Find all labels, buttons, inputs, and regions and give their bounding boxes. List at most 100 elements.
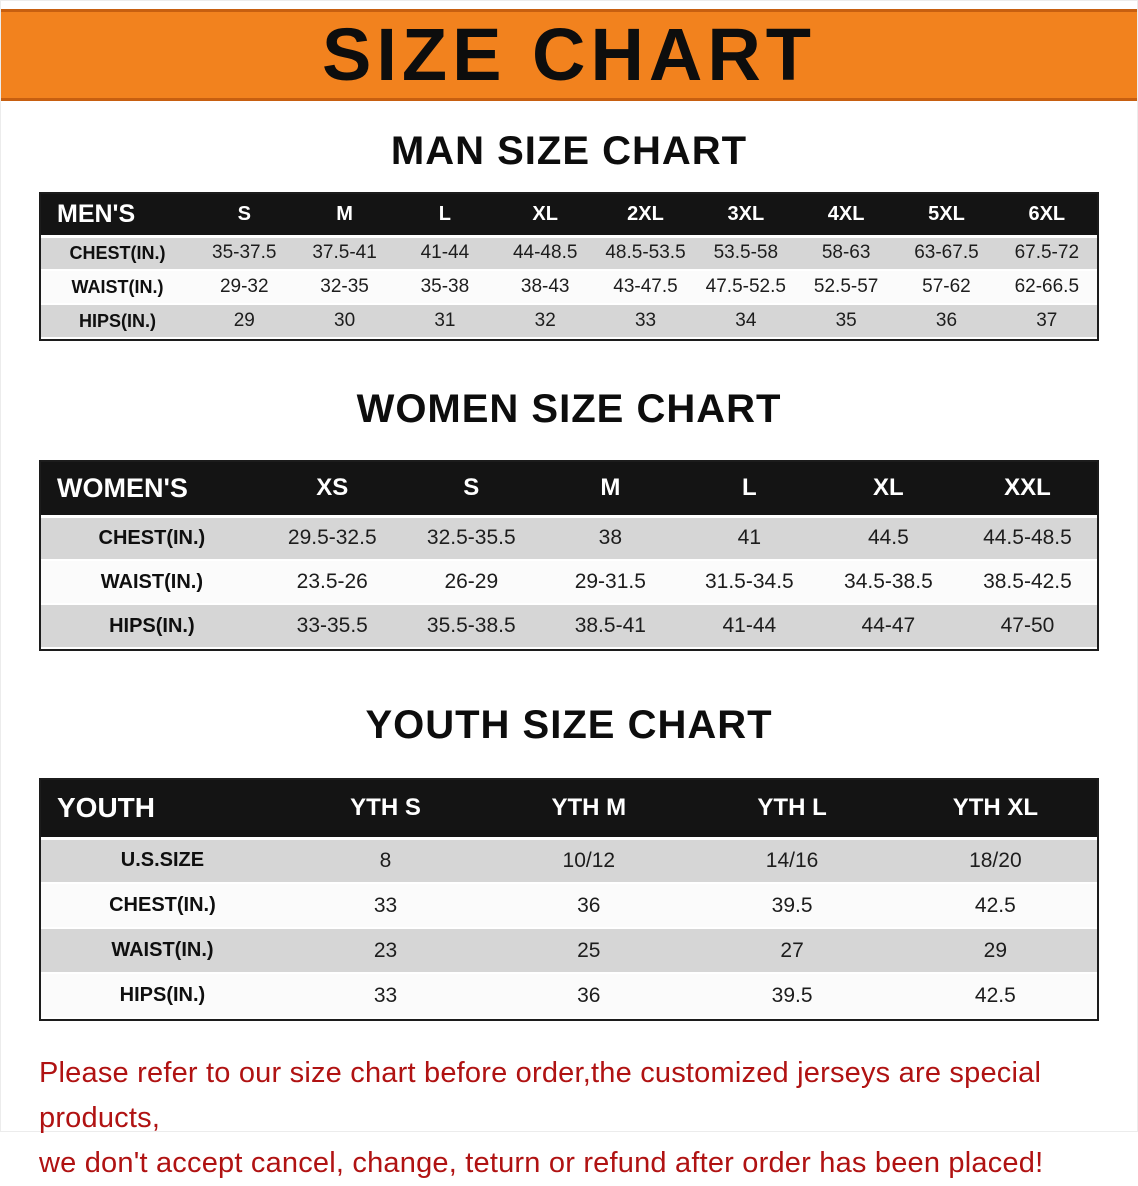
youth-section-heading: YOUTH SIZE CHART <box>365 703 773 747</box>
table-row: WAIST(IN.) 29-32 32-35 35-38 38-43 43-47.5 47.… <box>41 270 1097 305</box>
value-cell: 8 <box>283 838 488 884</box>
notice-line-1: Please refer to our size chart before or… <box>39 1057 1042 1134</box>
size-header-cell: XXL <box>957 462 1097 518</box>
table-row: CHEST(IN.) 29.5-32.5 32.5-35.5 38 41 44.5 44.5… <box>41 516 1097 561</box>
men-table-frame: MEN'S S M L XL 2XL 3XL 4XL 5XL 6XL CHEST(IN.) 35-37… <box>39 192 1099 341</box>
table-row: CHEST(IN.) 33 36 39.5 42.5 <box>41 883 1097 929</box>
row-label-cell: U.S.SIZE <box>41 838 284 884</box>
women-section-heading: WOMEN SIZE CHART <box>356 387 782 431</box>
table-title-cell: YOUTH <box>41 780 284 840</box>
value-cell: 29.5-32.5 <box>262 516 402 561</box>
row-label-cell: WAIST(IN.) <box>41 270 195 305</box>
value-cell: 48.5-53.5 <box>595 236 696 271</box>
value-cell: 26-29 <box>401 560 541 605</box>
size-header-cell: YTH S <box>283 780 488 840</box>
value-cell: 18/20 <box>893 838 1097 884</box>
size-header-cell: M <box>540 462 680 518</box>
value-cell: 42.5 <box>893 973 1097 1019</box>
value-cell: 36 <box>896 304 997 339</box>
value-cell: 39.5 <box>690 973 894 1019</box>
table-row: CHEST(IN.) 35-37.5 37.5-41 41-44 44-48.5 48.5… <box>41 236 1097 271</box>
men-size-section: MAN SIZE CHART MEN'S S M L XL 2XL 3XL 4XL 5XL 6XL… <box>1 129 1137 341</box>
value-cell: 67.5-72 <box>996 236 1097 271</box>
value-cell: 41 <box>679 516 819 561</box>
youth-table-frame: YOUTH YTH S YTH M YTH L YTH XL U.S.SIZE 8 10/12… <box>39 778 1099 1021</box>
value-cell: 23.5-26 <box>262 560 402 605</box>
size-header-cell: YTH L <box>690 780 894 840</box>
women-size-section: WOMEN SIZE CHART WOMEN'S XS S M L XL XXL CHEST(… <box>1 387 1137 651</box>
table-row: U.S.SIZE 8 10/12 14/16 18/20 <box>41 838 1097 884</box>
size-header-cell: YTH XL <box>893 780 1097 840</box>
table-row: WAIST(IN.) 23 25 27 29 <box>41 928 1097 974</box>
value-cell: 38 <box>540 516 680 561</box>
value-cell: 41-44 <box>394 236 496 271</box>
size-header-cell: L <box>394 194 496 238</box>
value-cell: 36 <box>487 883 691 929</box>
size-header-cell: 3XL <box>695 194 796 238</box>
value-cell: 47-50 <box>957 604 1097 649</box>
row-label-cell: CHEST(IN.) <box>41 236 195 271</box>
size-header-cell: XL <box>495 194 596 238</box>
value-cell: 37 <box>996 304 1097 339</box>
size-header-cell: YTH M <box>487 780 691 840</box>
value-cell: 38.5-41 <box>540 604 680 649</box>
value-cell: 38.5-42.5 <box>957 560 1097 605</box>
mens-size-table: MEN'S S M L XL 2XL 3XL 4XL 5XL 6XL CHEST(IN.) 35-37… <box>41 194 1097 339</box>
value-cell: 29 <box>893 928 1097 974</box>
value-cell: 31 <box>394 304 496 339</box>
row-label-cell: WAIST(IN.) <box>41 560 263 605</box>
value-cell: 47.5-52.5 <box>695 270 796 305</box>
value-cell: 39.5 <box>690 883 894 929</box>
value-cell: 35-37.5 <box>194 236 295 271</box>
value-cell: 37.5-41 <box>294 236 395 271</box>
value-cell: 41-44 <box>679 604 819 649</box>
value-cell: 29 <box>194 304 295 339</box>
row-label-cell: HIPS(IN.) <box>41 973 284 1019</box>
value-cell: 35-38 <box>394 270 496 305</box>
row-label-cell: CHEST(IN.) <box>41 516 263 561</box>
row-label-cell: CHEST(IN.) <box>41 883 284 929</box>
page-title: SIZE CHART <box>322 13 816 96</box>
size-header-cell: S <box>401 462 541 518</box>
value-cell: 63-67.5 <box>896 236 997 271</box>
value-cell: 52.5-57 <box>795 270 897 305</box>
table-row: HIPS(IN.) 33 36 39.5 42.5 <box>41 973 1097 1019</box>
table-header-row: YOUTH YTH S YTH M YTH L YTH XL <box>41 780 1097 840</box>
value-cell: 35.5-38.5 <box>401 604 541 649</box>
value-cell: 44.5 <box>818 516 958 561</box>
size-chart-page: SIZE CHART MAN SIZE CHART MEN'S S M L XL 2XL 3… <box>1 9 1137 1186</box>
value-cell: 14/16 <box>690 838 894 884</box>
value-cell: 34.5-38.5 <box>818 560 958 605</box>
size-header-cell: L <box>679 462 819 518</box>
table-row: WAIST(IN.) 23.5-26 26-29 29-31.5 31.5-34.5 34… <box>41 560 1097 605</box>
womens-size-table: WOMEN'S XS S M L XL XXL CHEST(IN.) 29.5-32.5 32.5… <box>41 462 1097 649</box>
size-header-cell: M <box>294 194 395 238</box>
table-row: HIPS(IN.) 29 30 31 32 33 34 35 36 37 <box>41 304 1097 339</box>
value-cell: 42.5 <box>893 883 1097 929</box>
row-label-cell: HIPS(IN.) <box>41 604 263 649</box>
banner: SIZE CHART <box>1 9 1137 101</box>
size-header-cell: 2XL <box>595 194 696 238</box>
notice-line-2: we don't accept cancel, change, teturn o… <box>39 1146 1044 1179</box>
value-cell: 57-62 <box>896 270 997 305</box>
value-cell: 44.5-48.5 <box>957 516 1097 561</box>
value-cell: 32-35 <box>294 270 395 305</box>
value-cell: 58-63 <box>795 236 897 271</box>
table-header-row: WOMEN'S XS S M L XL XXL <box>41 462 1097 518</box>
value-cell: 38-43 <box>495 270 596 305</box>
women-table-frame: WOMEN'S XS S M L XL XXL CHEST(IN.) 29.5-32.5 32.5… <box>39 460 1099 651</box>
size-header-cell: 4XL <box>795 194 897 238</box>
footer-notice: Please refer to our size chart before or… <box>39 1051 1099 1186</box>
value-cell: 10/12 <box>487 838 691 884</box>
value-cell: 34 <box>695 304 796 339</box>
table-header-row: MEN'S S M L XL 2XL 3XL 4XL 5XL 6XL <box>41 194 1097 238</box>
value-cell: 33 <box>595 304 696 339</box>
value-cell: 23 <box>283 928 488 974</box>
value-cell: 62-66.5 <box>996 270 1097 305</box>
size-header-cell: S <box>194 194 295 238</box>
table-row: HIPS(IN.) 33-35.5 35.5-38.5 38.5-41 41-44 44-… <box>41 604 1097 649</box>
value-cell: 25 <box>487 928 691 974</box>
value-cell: 27 <box>690 928 894 974</box>
row-label-cell: WAIST(IN.) <box>41 928 284 974</box>
value-cell: 32 <box>495 304 596 339</box>
